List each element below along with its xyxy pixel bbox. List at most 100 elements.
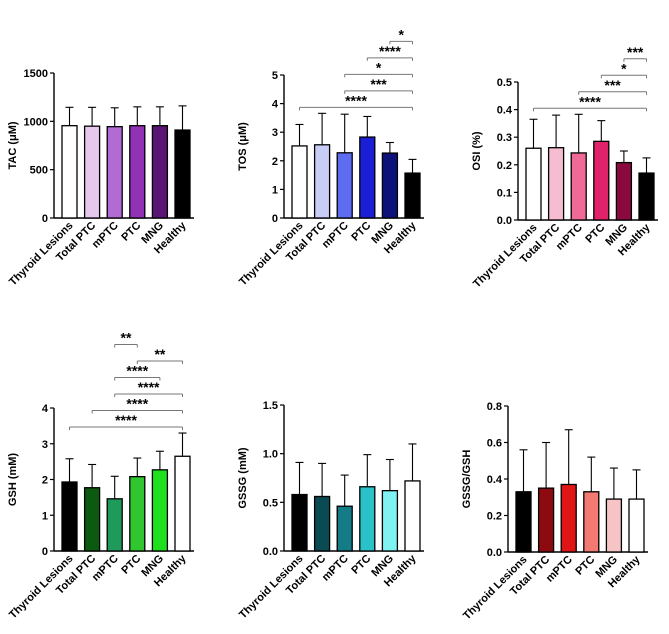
bar-3: [359, 486, 376, 552]
significance-label: ****: [126, 396, 148, 412]
bar-5: [638, 172, 655, 221]
category-label: mPTC: [90, 220, 121, 251]
bar-1: [537, 487, 555, 553]
bar-2: [106, 498, 123, 552]
category-label: PTC: [573, 554, 597, 578]
bar-2: [570, 152, 587, 221]
significance-label: *: [621, 60, 627, 76]
y-tick-label: 0.2: [497, 160, 512, 172]
bar-4: [605, 498, 623, 553]
bar-1: [313, 144, 331, 219]
y-tick-label: 1000: [24, 116, 48, 128]
bar-0: [61, 125, 78, 219]
bar-5: [174, 455, 191, 552]
significance-label: *: [398, 26, 404, 42]
significance-label: ****: [138, 379, 160, 395]
bar-0: [291, 145, 308, 219]
significance-label: ****: [126, 363, 148, 379]
bar-5: [404, 172, 421, 219]
y-tick-label: 0.4: [487, 474, 503, 486]
bar-3: [583, 491, 600, 553]
bar-2: [560, 483, 577, 553]
category-label: PTC: [119, 220, 143, 244]
y-tick-label: 0.6: [487, 438, 502, 450]
y-tick-label: 1.0: [263, 449, 278, 461]
category-label: mPTC: [554, 222, 585, 253]
y-tick-label: 0: [42, 546, 48, 558]
y-tick-label: 0: [42, 213, 48, 225]
bar-5: [404, 480, 421, 552]
bar-1: [83, 125, 101, 219]
y-axis-label: TAC (μM): [7, 121, 19, 169]
y-tick-label: 4: [42, 403, 49, 415]
y-tick-label: 3: [272, 127, 278, 139]
category-label: mPTC: [544, 554, 575, 585]
bar-5: [628, 498, 645, 553]
y-tick-label: 500: [30, 165, 48, 177]
significance-label: ***: [604, 77, 621, 93]
bar-4: [151, 125, 169, 219]
significance-label: ****: [579, 93, 601, 109]
category-label: mPTC: [90, 553, 121, 584]
significance-label: *: [376, 59, 382, 75]
y-tick-label: 0.0: [497, 215, 512, 227]
y-axis-label: GSH (mM): [7, 453, 19, 507]
bar-4: [151, 469, 169, 552]
bar-5: [174, 129, 191, 219]
bar-2: [106, 126, 123, 219]
y-tick-label: 0.4: [497, 105, 513, 117]
y-axis-label: TOS (μM): [237, 122, 249, 171]
bar-1: [83, 487, 101, 552]
bar-2: [336, 505, 353, 552]
bar-3: [129, 125, 146, 219]
bar-4: [615, 161, 633, 221]
bar-3: [129, 475, 146, 552]
y-axis-label: GSSG/GSH: [461, 450, 473, 509]
category-label: mPTC: [320, 220, 351, 251]
y-tick-label: 0.3: [497, 132, 512, 144]
bar-1: [547, 147, 565, 221]
significance-label: ***: [627, 44, 644, 60]
bar-0: [291, 493, 308, 552]
bar-3: [593, 140, 610, 221]
y-axis-label: GSSG (mM): [237, 447, 249, 508]
significance-label: ****: [345, 92, 367, 108]
bar-2: [336, 152, 353, 219]
y-tick-label: 1500: [24, 68, 48, 80]
bar-0: [525, 147, 542, 221]
significance-label: ****: [379, 43, 401, 59]
category-label: PTC: [583, 222, 607, 246]
y-tick-label: 3: [42, 439, 48, 451]
y-tick-label: 5: [272, 70, 278, 82]
significance-label: ***: [370, 76, 387, 92]
y-tick-label: 0.5: [497, 77, 512, 89]
y-tick-label: 2: [272, 156, 278, 168]
category-label: PTC: [349, 220, 373, 244]
bar-1: [313, 495, 331, 552]
y-tick-label: 4: [272, 99, 279, 111]
significance-label: **: [154, 346, 165, 362]
significance-label: ****: [115, 412, 137, 428]
bar-0: [515, 491, 532, 553]
bar-4: [381, 490, 399, 552]
y-tick-label: 0.1: [497, 187, 512, 199]
bar-3: [359, 136, 376, 219]
y-tick-label: 2: [42, 475, 48, 487]
y-axis-label: OSI (%): [471, 131, 483, 170]
y-tick-label: 0.5: [263, 497, 278, 509]
y-tick-label: 0.2: [487, 511, 502, 523]
bar-0: [61, 481, 78, 552]
bar-4: [381, 152, 399, 219]
y-tick-label: 1: [272, 184, 278, 196]
category-label: PTC: [349, 553, 373, 577]
category-label: PTC: [119, 553, 143, 577]
y-tick-label: 0.0: [487, 547, 502, 559]
y-tick-label: 1: [42, 510, 48, 522]
